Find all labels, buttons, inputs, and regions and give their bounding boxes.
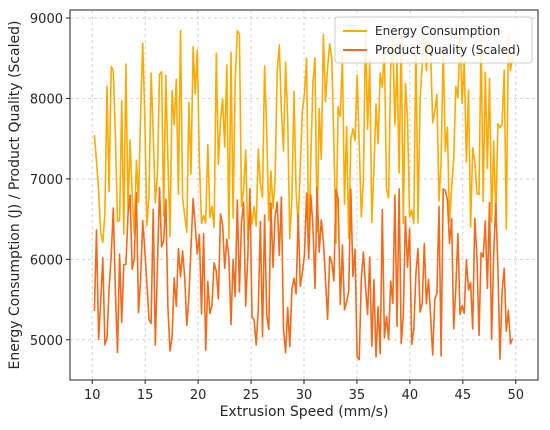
x-tick-label: 35 — [349, 388, 366, 403]
y-tick-label: 9000 — [30, 12, 63, 27]
legend-label-energy: Energy Consumption — [375, 24, 500, 38]
x-tick-label: 40 — [402, 388, 419, 403]
x-tick-label: 50 — [507, 388, 524, 403]
series-layer — [93, 27, 514, 361]
legend: Energy Consumption Product Quality (Scal… — [334, 16, 533, 64]
y-tick-label: 6000 — [30, 253, 63, 268]
x-axis-label: Extrusion Speed (mm/s) — [220, 404, 389, 420]
x-tick-label: 45 — [455, 388, 472, 403]
y-axis: 5000 6000 7000 8000 9000 — [30, 12, 70, 349]
legend-label-quality: Product Quality (Scaled) — [375, 43, 520, 57]
y-tick-label: 8000 — [30, 92, 63, 107]
y-axis-label: Energy Consumption (J) / Product Quality… — [7, 21, 23, 370]
x-axis: 10 15 20 25 30 35 40 45 50 — [84, 380, 524, 403]
x-tick-label: 25 — [243, 388, 260, 403]
grid — [70, 10, 538, 380]
y-tick-label: 5000 — [30, 334, 63, 349]
y-tick-label: 7000 — [30, 173, 63, 188]
x-tick-label: 10 — [84, 388, 101, 403]
legend-box — [334, 16, 533, 64]
x-tick-label: 20 — [190, 388, 207, 403]
x-tick-label: 30 — [296, 388, 313, 403]
series-line-0 — [93, 27, 514, 244]
x-tick-label: 15 — [137, 388, 154, 403]
series-line-1 — [93, 186, 514, 361]
